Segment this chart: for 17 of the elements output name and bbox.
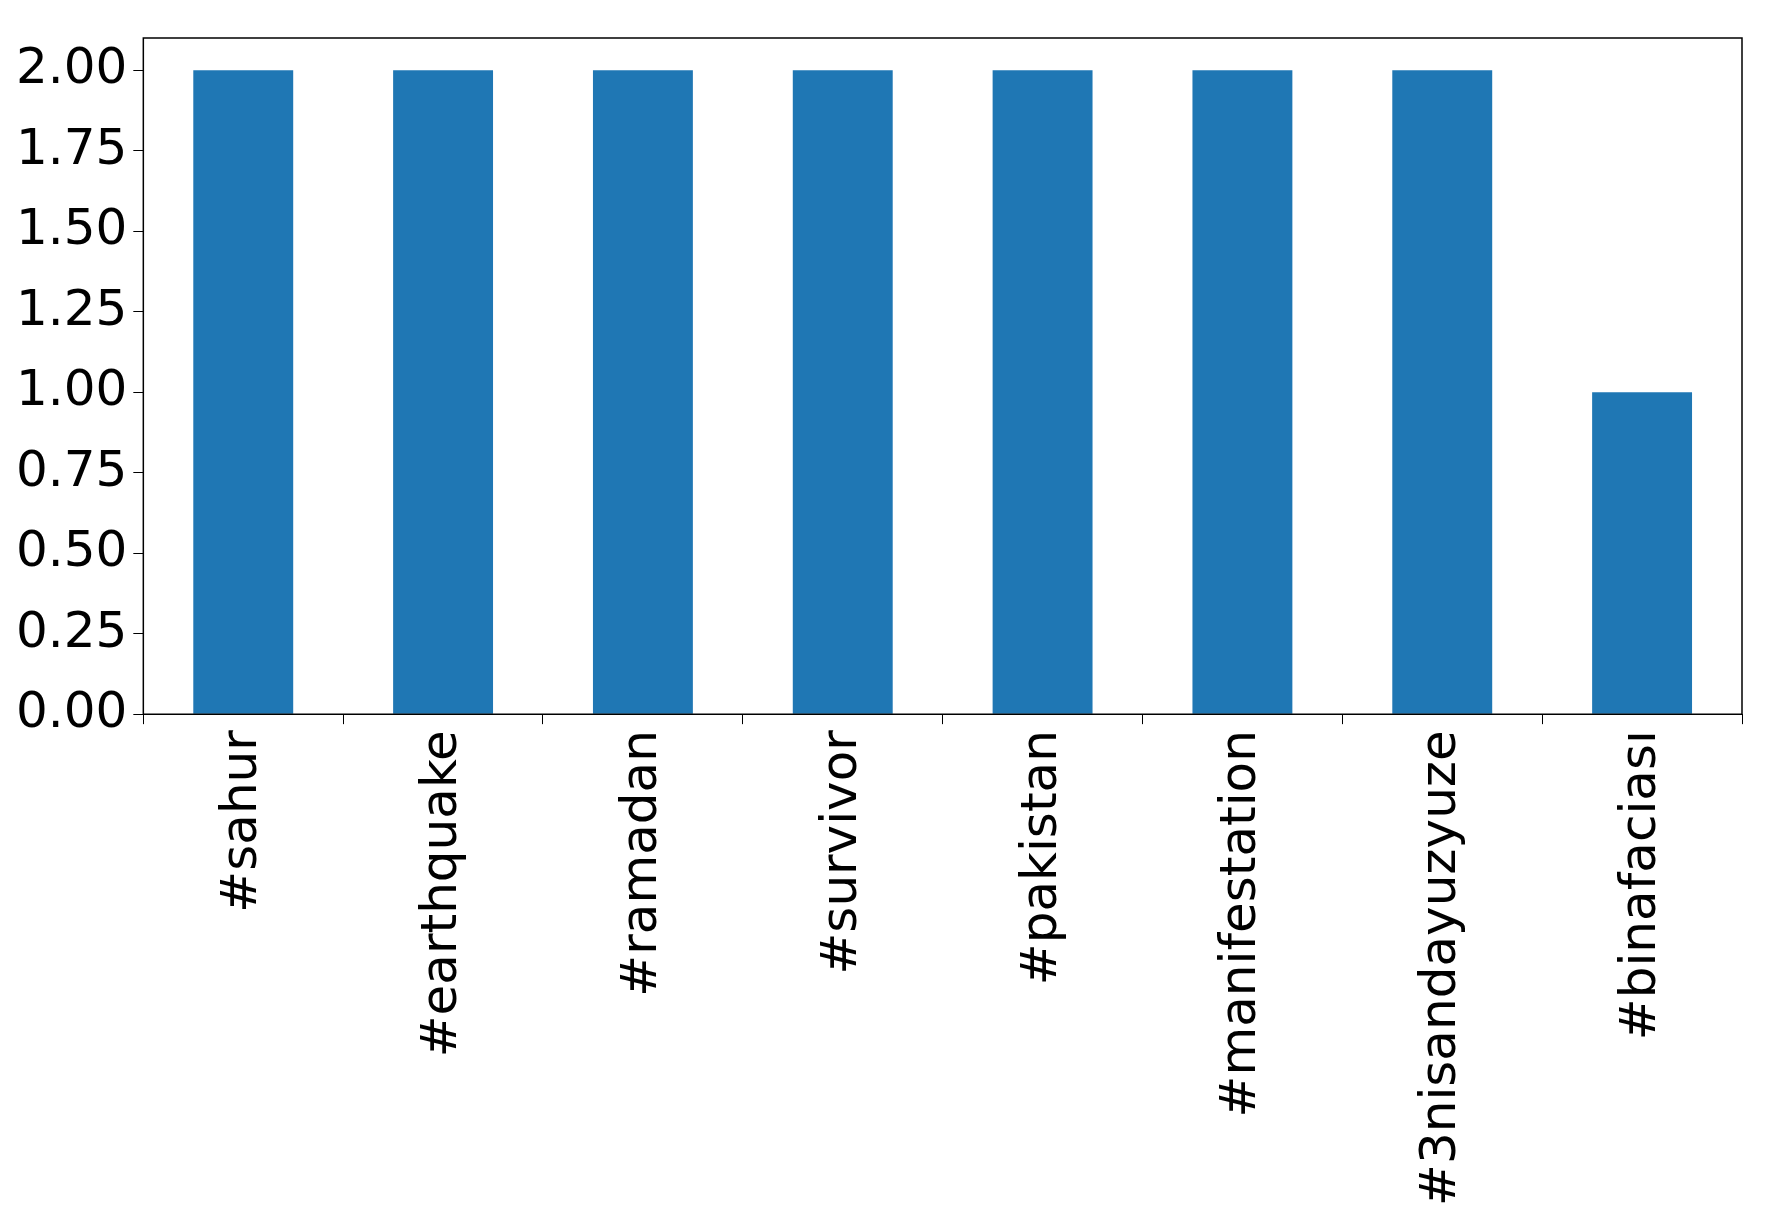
y-tick-label: 0.75 [16, 439, 128, 498]
x-tick-label: #earthquake [410, 730, 469, 1058]
y-tick-label: 0.50 [16, 520, 128, 579]
x-tick-label: #survivor [809, 729, 868, 975]
y-tick-label: 0.00 [16, 681, 128, 740]
x-tick-label: #binafaciası [1609, 730, 1668, 1041]
y-tick-label: 0.25 [16, 600, 128, 659]
x-tick-label: #3nisandayuzyuze [1409, 730, 1468, 1206]
y-tick-label: 1.00 [16, 359, 128, 418]
x-tick-label: #pakistan [1009, 730, 1068, 986]
y-tick-label: 1.75 [16, 117, 128, 176]
y-tick-label: 2.00 [16, 37, 128, 96]
x-tick-label: #manifestation [1209, 730, 1268, 1118]
y-tick-label: 1.50 [16, 198, 128, 257]
y-tick-label: 1.25 [16, 278, 128, 337]
x-tick-label: #sahur [210, 729, 269, 913]
x-tick-label: #ramadan [609, 730, 668, 997]
